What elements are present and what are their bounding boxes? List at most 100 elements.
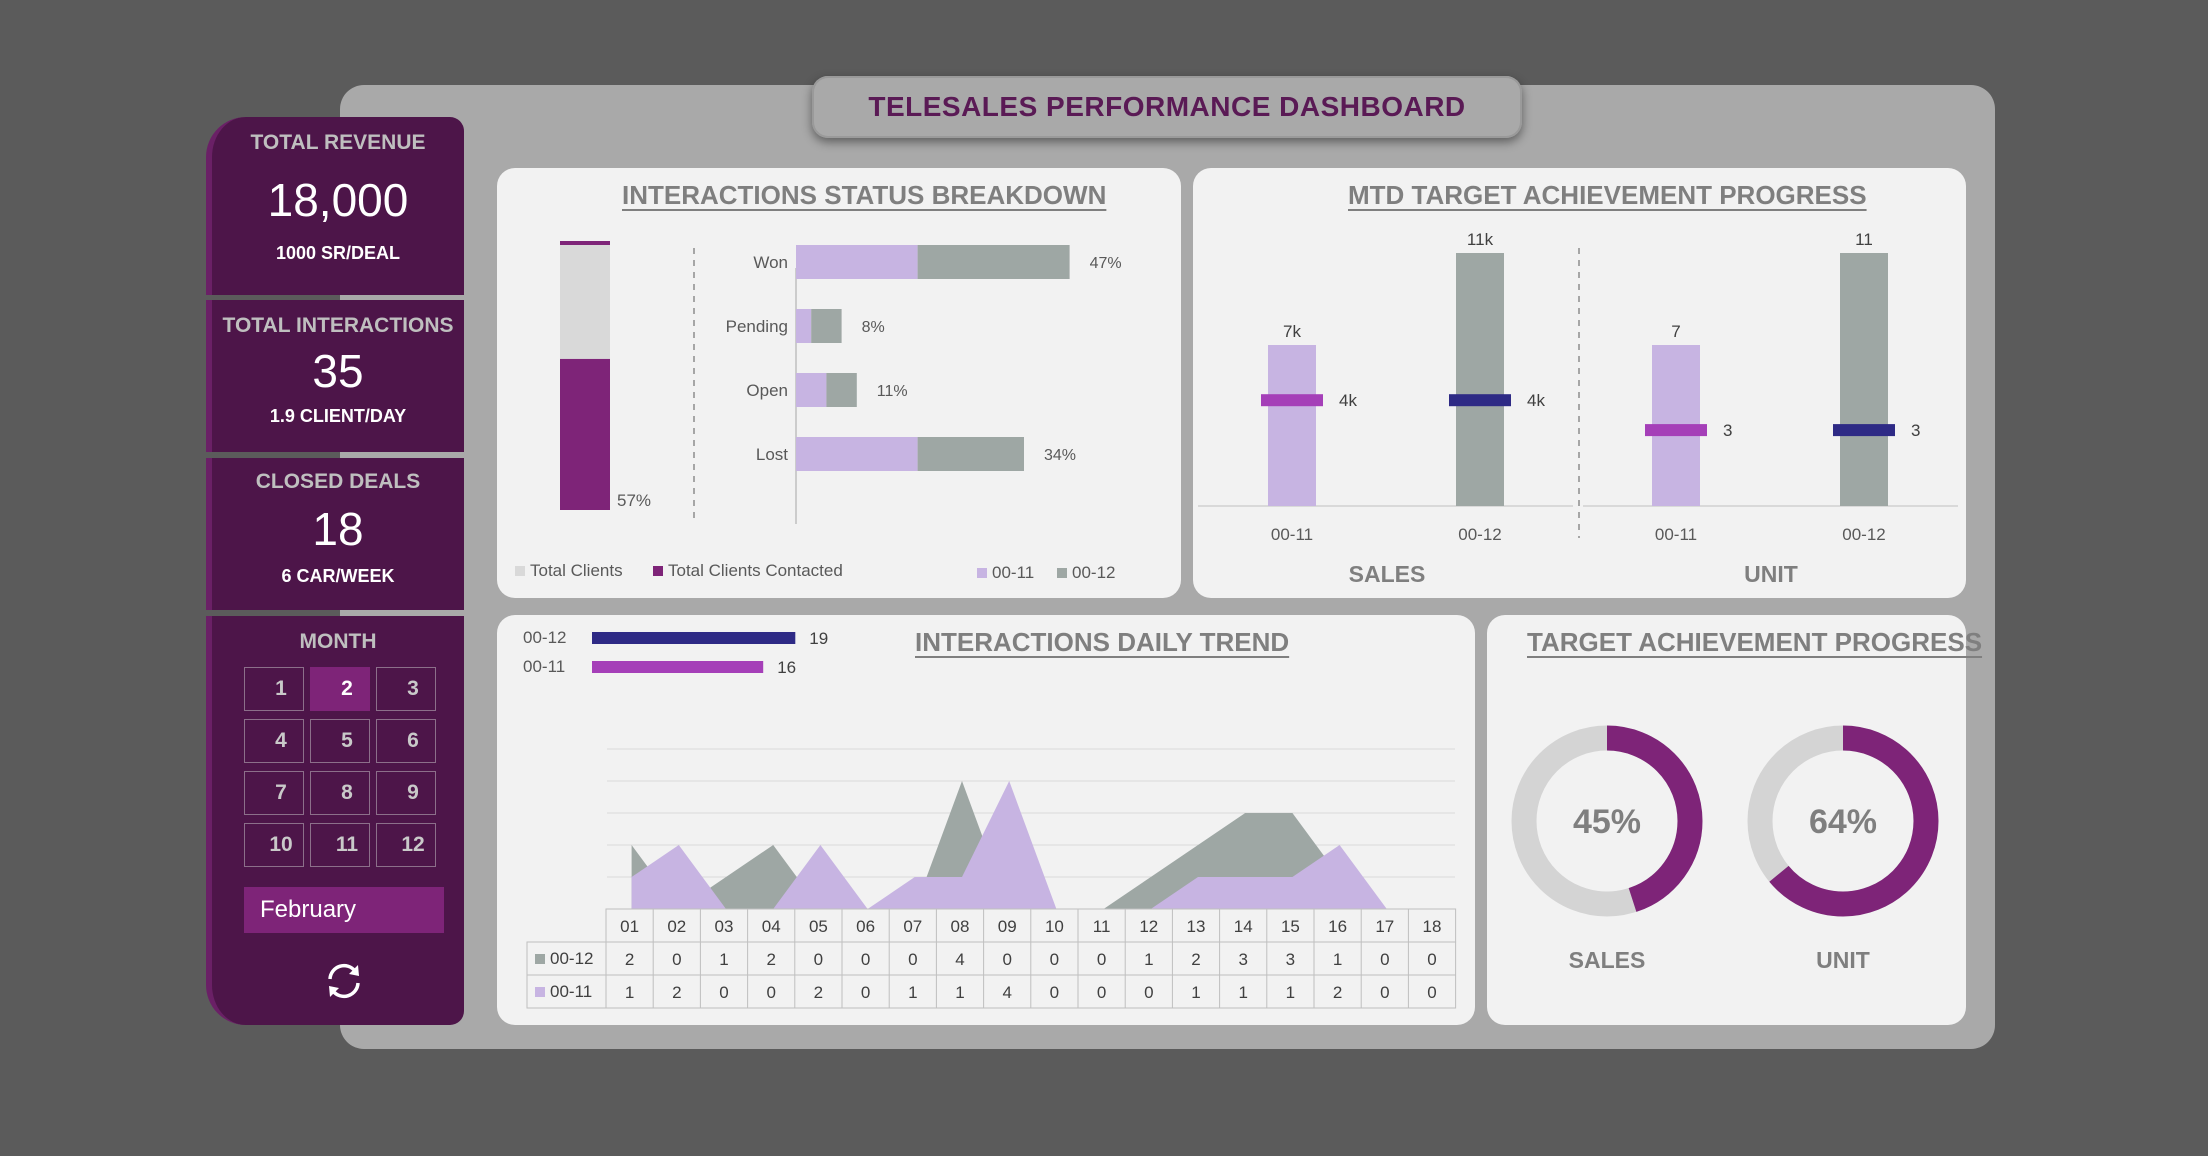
day-label: 02 [667, 917, 686, 936]
value-00-12: 0 [814, 950, 823, 969]
category-label: 00-12 [1842, 525, 1885, 544]
actual-label: 4k [1339, 391, 1357, 410]
month-button-8[interactable]: 8 [310, 771, 370, 815]
mtd-chart-title: MTD TARGET ACHIEVEMENT PROGRESS [1348, 180, 1867, 210]
total-contacted-bar [560, 358, 610, 510]
sidebar: TOTAL REVENUE 18,000 1000 SR/DEAL TOTAL … [206, 117, 464, 1025]
day-label: 06 [856, 917, 875, 936]
kpi-value: 35 [312, 345, 364, 397]
day-label: 08 [951, 917, 970, 936]
kpi-sub: 1000 SR/DEAL [275, 243, 401, 263]
day-label: 11 [1093, 917, 1111, 936]
month-button-5[interactable]: 5 [310, 719, 370, 763]
month-button-3[interactable]: 3 [376, 667, 436, 711]
value-00-12: 1 [1144, 950, 1153, 969]
day-label: 13 [1187, 917, 1206, 936]
actual-label: 3 [1723, 421, 1732, 440]
month-button-1[interactable]: 1 [244, 667, 304, 711]
legend-swatch [653, 566, 663, 576]
kpi-label: TOTAL INTERACTIONS [222, 314, 454, 337]
target-achievement-card: TARGET ACHIEVEMENT PROGRESS 45% SALES 64% U… [1487, 615, 1982, 1025]
bar-00-12 [917, 245, 1070, 279]
stack-percent-label: 57% [617, 491, 651, 510]
value-00-11: 0 [766, 983, 775, 1002]
day-label: 05 [809, 917, 828, 936]
legend-label: Total Clients Contacted [668, 561, 843, 580]
value-00-12: 2 [625, 950, 634, 969]
donut-charts: 45% SALES 64% UNIT [1511, 725, 1939, 973]
day-label: 12 [1139, 917, 1158, 936]
actual-marker [1833, 424, 1895, 437]
daily-trend-card: INTERACTIONS DAILY TREND 00-12 19 00-11 16 0… [497, 615, 1475, 1025]
day-label: 03 [715, 917, 734, 936]
legend-swatch [535, 954, 545, 964]
month-button-9[interactable]: 9 [376, 771, 436, 815]
legend-swatch [977, 568, 987, 578]
day-label: 07 [903, 917, 922, 936]
month-button-4[interactable]: 4 [244, 719, 304, 763]
mtd-card: MTD TARGET ACHIEVEMENT PROGRESS 7k 4k 00-1… [1193, 168, 1966, 598]
month-panel: MONTH 1 2 3 4 5 6 7 8 9 10 11 12 February [206, 616, 464, 1025]
donut-label: SALES [1569, 947, 1646, 973]
category-label: Won [753, 253, 788, 272]
percent-label: 8% [862, 319, 885, 336]
value-00-12: 4 [955, 950, 964, 969]
bar-00-11 [796, 309, 812, 343]
value-00-12: 0 [1380, 950, 1389, 969]
total-bar [592, 632, 796, 644]
target-bar [1456, 253, 1504, 506]
donut-value: 64% [1809, 803, 1877, 841]
kpi-closed-deals: CLOSED DEALS 18 6 CAR/WEEK [206, 458, 464, 610]
total-value: 16 [777, 658, 796, 677]
total-series-label: 00-12 [523, 628, 566, 647]
value-00-12: 0 [908, 950, 917, 969]
month-button-11[interactable]: 11 [310, 823, 370, 867]
value-00-12: 3 [1238, 950, 1247, 969]
row-label: 00-11 [550, 982, 592, 1001]
total-bar [592, 661, 764, 673]
category-label: Open [746, 381, 788, 400]
target-bar [1840, 253, 1888, 506]
month-button-7[interactable]: 7 [244, 771, 304, 815]
value-00-12: 0 [1427, 950, 1436, 969]
value-00-11: 0 [1097, 983, 1106, 1002]
actual-label: 4k [1527, 391, 1545, 410]
month-button-10[interactable]: 10 [244, 823, 304, 867]
target-label: 11k [1467, 230, 1494, 249]
total-clients-cap [560, 241, 610, 245]
target-bar [1268, 345, 1316, 506]
category-label: 00-11 [1271, 525, 1313, 544]
value-00-11: 2 [1333, 983, 1342, 1002]
actual-marker [1645, 424, 1707, 437]
legend-swatch [515, 566, 525, 576]
value-00-12: 2 [1191, 950, 1200, 969]
bar-00-12 [917, 437, 1024, 471]
month-button-12[interactable]: 12 [376, 823, 436, 867]
kpi-label: CLOSED DEALS [255, 470, 421, 493]
percent-label: 11% [877, 383, 908, 400]
donut-value: 45% [1573, 803, 1641, 841]
value-00-12: 1 [719, 950, 728, 969]
value-00-12: 0 [1050, 950, 1059, 969]
percent-label: 47% [1090, 255, 1122, 272]
month-label: MONTH [299, 630, 377, 653]
value-00-11: 0 [1144, 983, 1153, 1002]
value-00-12: 0 [1002, 950, 1011, 969]
refresh-icon[interactable] [322, 959, 366, 1003]
value-00-12: 0 [1097, 950, 1106, 969]
target-label: 7k [1283, 322, 1301, 341]
value-00-11: 1 [908, 983, 917, 1002]
day-label: 09 [998, 917, 1017, 936]
value-00-11: 1 [1238, 983, 1247, 1002]
actual-marker [1261, 394, 1323, 407]
status-chart: 57% Won 47% Pending 8% Open 11% Lost 34% Total Cl… [515, 241, 1122, 582]
value-00-11: 1 [1286, 983, 1295, 1002]
month-button-6[interactable]: 6 [376, 719, 436, 763]
value-00-11: 0 [861, 983, 870, 1002]
legend-swatch [535, 987, 545, 997]
bar-00-11 [796, 437, 918, 471]
month-button-2[interactable]: 2 [310, 667, 370, 711]
month-selected-display[interactable]: February [244, 887, 444, 933]
category-label: Pending [726, 317, 788, 336]
